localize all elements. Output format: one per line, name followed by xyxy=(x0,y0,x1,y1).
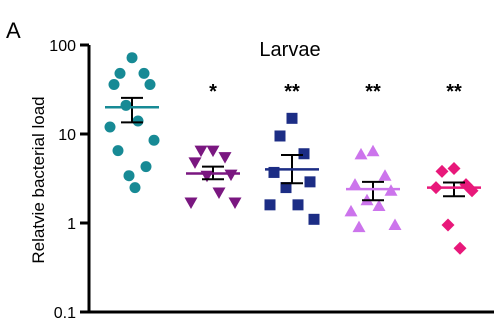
data-point xyxy=(388,218,402,230)
data-point xyxy=(126,52,138,64)
data-group xyxy=(104,52,160,194)
data-point xyxy=(304,176,316,188)
data-point xyxy=(129,182,141,194)
data-group: ** xyxy=(264,81,320,225)
data-point xyxy=(138,67,150,79)
data-point xyxy=(218,152,232,164)
data-group: ** xyxy=(344,81,402,233)
data-point xyxy=(140,161,152,173)
data-point xyxy=(108,78,120,90)
data-point xyxy=(212,187,226,200)
data-point xyxy=(264,199,276,211)
data-point xyxy=(206,145,220,158)
significance-label: * xyxy=(209,81,217,103)
data-point xyxy=(274,130,286,142)
data-point xyxy=(188,157,202,169)
data-point xyxy=(308,213,320,225)
chart-title: Larvae xyxy=(259,39,320,61)
data-point xyxy=(453,241,467,255)
data-point xyxy=(354,147,368,160)
data-group: ** xyxy=(427,81,481,255)
data-point xyxy=(224,169,238,182)
data-point xyxy=(286,112,298,124)
data-group: * xyxy=(184,81,242,209)
data-point xyxy=(268,166,280,178)
data-groups: * ** ** ** xyxy=(104,52,481,255)
data-point xyxy=(344,204,358,217)
data-point xyxy=(114,67,126,79)
data-point xyxy=(123,170,135,182)
data-point xyxy=(366,144,380,157)
data-point xyxy=(348,178,362,190)
y-axis-label: Relatvie bacterial load xyxy=(29,96,48,263)
data-point xyxy=(352,220,366,233)
data-point xyxy=(132,115,144,127)
data-point xyxy=(120,99,132,111)
data-point xyxy=(441,218,455,232)
panel-letter: A xyxy=(6,18,21,43)
data-point xyxy=(372,199,386,212)
data-point xyxy=(435,164,449,178)
data-point xyxy=(148,134,160,146)
y-tick-label: 1 xyxy=(67,216,76,233)
significance-label: ** xyxy=(446,81,462,103)
data-point xyxy=(194,145,208,158)
data-point xyxy=(280,182,292,194)
data-point xyxy=(104,121,116,133)
data-point xyxy=(184,197,198,209)
y-tick-label: 100 xyxy=(49,38,76,55)
y-tick-label: 0.1 xyxy=(54,305,76,322)
data-point xyxy=(228,197,242,209)
data-point xyxy=(447,161,461,175)
data-point xyxy=(112,145,124,157)
data-point xyxy=(144,78,156,90)
significance-label: ** xyxy=(365,81,381,103)
data-point xyxy=(298,148,310,160)
y-tick-label: 10 xyxy=(58,127,76,144)
data-point xyxy=(292,199,304,211)
significance-label: ** xyxy=(284,81,300,103)
data-point xyxy=(378,169,392,181)
y-axis-ticks: 100 10 1 0.1 xyxy=(49,38,89,322)
